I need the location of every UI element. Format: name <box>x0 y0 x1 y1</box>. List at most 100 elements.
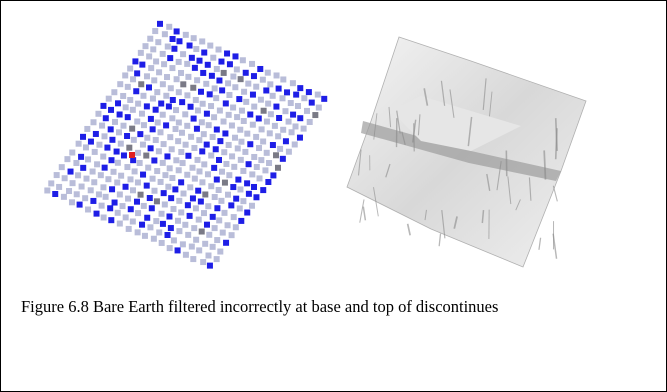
point <box>88 187 94 193</box>
point <box>284 89 290 95</box>
point <box>193 237 199 243</box>
point <box>125 114 131 120</box>
point <box>162 31 168 37</box>
point <box>230 184 236 190</box>
point <box>221 119 227 125</box>
point <box>226 172 232 178</box>
point <box>115 210 121 216</box>
point-cloud-image <box>44 21 327 269</box>
point <box>98 172 104 178</box>
point <box>135 179 141 185</box>
point <box>120 123 126 129</box>
point <box>173 126 179 132</box>
point <box>59 164 65 170</box>
point <box>142 233 148 239</box>
point <box>201 210 207 216</box>
point <box>137 160 143 166</box>
point <box>210 244 216 250</box>
point <box>176 89 182 95</box>
point <box>157 21 163 27</box>
point <box>131 137 137 143</box>
point <box>118 173 124 179</box>
point <box>168 85 174 91</box>
point <box>194 126 200 132</box>
point <box>288 100 294 106</box>
point <box>154 168 160 174</box>
point <box>207 263 213 269</box>
point <box>270 142 276 148</box>
point <box>148 145 154 151</box>
point <box>162 172 168 178</box>
point <box>187 184 193 190</box>
point <box>280 95 286 101</box>
point <box>259 126 265 132</box>
point <box>135 229 141 235</box>
point <box>185 74 191 80</box>
point <box>151 157 157 163</box>
point <box>217 108 223 114</box>
point <box>214 237 220 243</box>
point <box>193 97 199 103</box>
point <box>190 195 196 201</box>
point <box>249 203 255 209</box>
point <box>155 120 161 126</box>
point <box>231 164 237 170</box>
point <box>251 73 257 79</box>
point <box>238 218 244 224</box>
point <box>160 221 166 227</box>
point <box>249 171 255 177</box>
point <box>175 218 181 224</box>
point <box>241 89 247 95</box>
point <box>90 198 96 204</box>
point <box>128 176 134 182</box>
point <box>200 101 206 107</box>
point <box>214 205 220 211</box>
point <box>117 221 123 227</box>
point <box>135 150 141 156</box>
point <box>139 62 145 68</box>
point <box>187 213 193 219</box>
point <box>220 230 226 236</box>
point <box>199 179 205 185</box>
point <box>155 39 161 45</box>
surface-facet <box>539 238 541 250</box>
point <box>169 65 175 71</box>
point <box>148 116 154 122</box>
point <box>161 61 167 67</box>
point <box>178 209 184 215</box>
point <box>79 184 85 190</box>
point <box>182 222 188 228</box>
point <box>273 104 279 110</box>
point <box>181 191 187 197</box>
point <box>180 241 186 247</box>
point <box>218 198 224 204</box>
point <box>144 183 150 189</box>
point <box>295 103 301 109</box>
point <box>100 154 106 160</box>
point <box>204 111 210 117</box>
point <box>170 97 176 103</box>
point <box>225 222 231 228</box>
point <box>219 169 225 175</box>
point <box>208 103 214 109</box>
point <box>212 225 218 231</box>
point <box>103 115 109 121</box>
point <box>102 165 108 171</box>
point <box>156 229 162 235</box>
point <box>289 129 295 135</box>
point <box>62 175 68 181</box>
point <box>108 126 114 132</box>
point <box>64 156 70 162</box>
point <box>112 119 118 125</box>
point <box>188 104 194 110</box>
point <box>176 59 182 65</box>
point <box>171 237 177 243</box>
point <box>167 245 173 251</box>
point <box>117 111 123 117</box>
terrain-surface-image <box>347 37 586 267</box>
point <box>85 156 91 162</box>
point <box>201 50 207 56</box>
point <box>243 99 249 105</box>
point <box>141 122 147 128</box>
point <box>124 133 130 139</box>
